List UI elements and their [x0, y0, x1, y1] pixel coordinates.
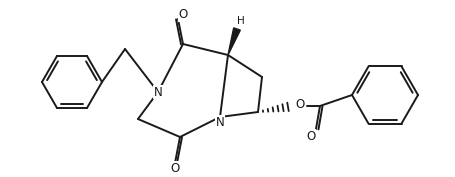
Text: N: N	[216, 116, 224, 129]
Text: O: O	[178, 8, 187, 21]
Text: O: O	[170, 161, 180, 175]
Polygon shape	[228, 28, 240, 55]
Text: O: O	[306, 130, 316, 142]
Text: O: O	[295, 98, 305, 110]
Text: H: H	[237, 16, 245, 26]
Text: N: N	[154, 85, 162, 98]
